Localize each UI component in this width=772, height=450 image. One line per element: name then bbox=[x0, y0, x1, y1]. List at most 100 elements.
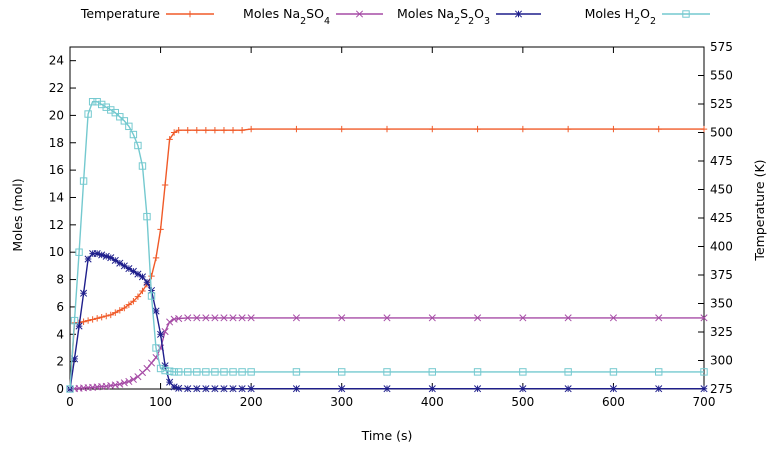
legend-label-temperature: Temperature bbox=[80, 6, 160, 21]
data-point-moles-na2so4 bbox=[247, 314, 255, 322]
data-point-moles-na2so4 bbox=[655, 314, 663, 322]
y-tick-label: 20 bbox=[49, 108, 64, 122]
data-point-moles-na2s2o3 bbox=[338, 385, 346, 393]
y-tick-label: 18 bbox=[49, 136, 64, 150]
data-point-moles-na2so4 bbox=[120, 379, 128, 387]
data-point-temperature bbox=[130, 298, 137, 305]
legend-label-moles-na2so4: Moles Na2SO4 bbox=[243, 6, 330, 27]
data-point-moles-h2o2 bbox=[655, 368, 663, 376]
data-point-moles-na2s2o3 bbox=[70, 355, 79, 363]
y-tick-label: 0 bbox=[56, 382, 64, 396]
data-point-moles-h2o2 bbox=[211, 368, 219, 376]
series-moles-na2so4 bbox=[66, 314, 708, 393]
data-point-moles-na2so4 bbox=[338, 314, 346, 322]
legend-marker-moles-na2so4 bbox=[355, 10, 364, 18]
data-point-moles-na2s2o3 bbox=[655, 385, 663, 393]
data-point-moles-na2so4 bbox=[125, 377, 133, 386]
data-point-moles-na2so4 bbox=[202, 314, 210, 322]
x-axis-title: Time (s) bbox=[361, 428, 413, 443]
data-point-moles-na2s2o3 bbox=[292, 385, 300, 393]
data-point-moles-na2s2o3 bbox=[120, 262, 128, 270]
data-point-moles-na2so4 bbox=[166, 318, 174, 326]
data-point-moles-h2o2 bbox=[292, 368, 301, 376]
data-point-moles-na2s2o3 bbox=[93, 250, 101, 258]
y-tick-label: 14 bbox=[49, 190, 64, 204]
data-point-moles-h2o2 bbox=[120, 117, 129, 125]
data-point-temperature bbox=[383, 125, 391, 133]
x-tick-label: 300 bbox=[330, 395, 353, 409]
data-point-temperature bbox=[474, 125, 481, 133]
y-tick-label: 22 bbox=[49, 81, 64, 95]
data-point-temperature bbox=[184, 127, 191, 134]
data-point-moles-na2so4 bbox=[129, 375, 137, 383]
y-tick-label: 12 bbox=[49, 218, 64, 232]
data-point-moles-na2so4 bbox=[175, 314, 183, 323]
data-point-temperature bbox=[134, 293, 142, 300]
data-point-moles-h2o2 bbox=[165, 367, 174, 375]
data-point-moles-na2so4 bbox=[143, 364, 151, 373]
x-tick-label: 700 bbox=[693, 395, 716, 409]
data-point-moles-h2o2 bbox=[174, 368, 183, 376]
y2-tick-label: 275 bbox=[710, 382, 733, 396]
data-point-moles-h2o2 bbox=[383, 368, 391, 376]
data-point-moles-na2s2o3 bbox=[564, 385, 572, 393]
data-point-moles-h2o2 bbox=[184, 368, 192, 376]
data-point-moles-h2o2 bbox=[152, 344, 160, 352]
legend-item-temperature: Temperature bbox=[80, 6, 214, 21]
data-point-moles-na2s2o3 bbox=[700, 385, 708, 393]
axes: 0 100 200 300 400 500 600 700024681012141618202… bbox=[49, 40, 733, 409]
data-point-temperature bbox=[170, 129, 178, 136]
data-point-temperature bbox=[139, 287, 146, 295]
legend-marker-moles-na2s2o3 bbox=[514, 10, 523, 18]
y2-tick-label: 400 bbox=[710, 240, 733, 254]
data-point-moles-na2so4 bbox=[116, 380, 124, 388]
data-point-moles-h2o2 bbox=[66, 385, 74, 393]
data-point-moles-na2s2o3 bbox=[143, 278, 151, 286]
data-point-temperature bbox=[564, 125, 572, 133]
data-point-moles-h2o2 bbox=[111, 108, 119, 117]
data-point-temperature bbox=[247, 125, 255, 133]
series-moles-na2s2o3 bbox=[66, 250, 708, 393]
data-point-moles-na2s2o3 bbox=[116, 259, 124, 267]
y2-tick-label: 550 bbox=[710, 69, 733, 83]
data-point-moles-na2s2o3 bbox=[166, 378, 174, 386]
data-point-moles-na2s2o3 bbox=[428, 385, 436, 393]
data-point-moles-na2s2o3 bbox=[84, 255, 92, 263]
data-point-moles-h2o2 bbox=[79, 177, 88, 185]
data-point-moles-h2o2 bbox=[564, 368, 572, 376]
data-point-moles-h2o2 bbox=[170, 368, 178, 376]
data-point-moles-na2so4 bbox=[184, 314, 192, 322]
data-point-moles-na2so4 bbox=[238, 314, 246, 322]
data-point-moles-h2o2 bbox=[700, 368, 708, 376]
data-point-moles-na2so4 bbox=[292, 314, 300, 322]
y2-tick-label: 450 bbox=[710, 183, 733, 197]
y2-tick-label: 475 bbox=[710, 154, 733, 168]
data-point-temperature bbox=[80, 318, 87, 325]
data-point-moles-na2so4 bbox=[161, 327, 169, 336]
data-point-moles-h2o2 bbox=[134, 141, 142, 150]
data-point-moles-h2o2 bbox=[88, 98, 97, 106]
y2-tick-label: 300 bbox=[710, 354, 733, 368]
data-point-temperature bbox=[89, 316, 96, 323]
data-point-moles-h2o2 bbox=[161, 366, 169, 375]
data-point-moles-na2so4 bbox=[609, 314, 617, 322]
y2-tick-label: 500 bbox=[710, 126, 733, 140]
legend-label-moles-h2o2: Moles H2O2 bbox=[585, 6, 656, 27]
data-point-temperature bbox=[293, 125, 300, 133]
data-point-moles-h2o2 bbox=[609, 368, 618, 376]
data-point-temperature bbox=[220, 127, 228, 134]
x-tick-label: 0 bbox=[66, 395, 74, 409]
data-point-moles-na2s2o3 bbox=[211, 385, 219, 393]
data-point-temperature bbox=[112, 309, 119, 316]
legend-item-moles-na2so4: Moles Na2SO4 bbox=[243, 6, 383, 27]
data-point-moles-h2o2 bbox=[338, 368, 346, 376]
data-point-moles-h2o2 bbox=[220, 368, 228, 376]
data-point-moles-na2s2o3 bbox=[184, 385, 192, 393]
data-point-moles-na2s2o3 bbox=[229, 385, 237, 393]
legend-item-moles-h2o2: Moles H2O2 bbox=[585, 6, 710, 27]
data-point-moles-na2s2o3 bbox=[157, 330, 165, 338]
data-point-moles-na2s2o3 bbox=[111, 256, 119, 264]
series-temperature bbox=[66, 125, 708, 393]
plot-frame bbox=[69, 46, 705, 390]
data-point-moles-na2s2o3 bbox=[152, 307, 160, 315]
